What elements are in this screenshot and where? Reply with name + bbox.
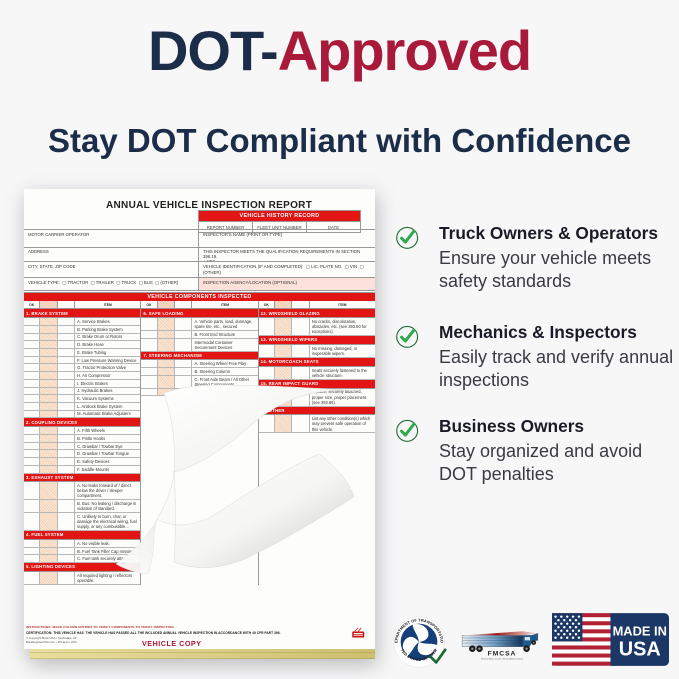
svg-text:MADE IN: MADE IN [613,623,667,638]
svg-text:USA: USA [619,638,661,660]
svg-text:FMCSA: FMCSA [488,650,517,657]
svg-text:Federal Motor Carrier Safety A: Federal Motor Carrier Safety Administrat… [481,657,524,660]
